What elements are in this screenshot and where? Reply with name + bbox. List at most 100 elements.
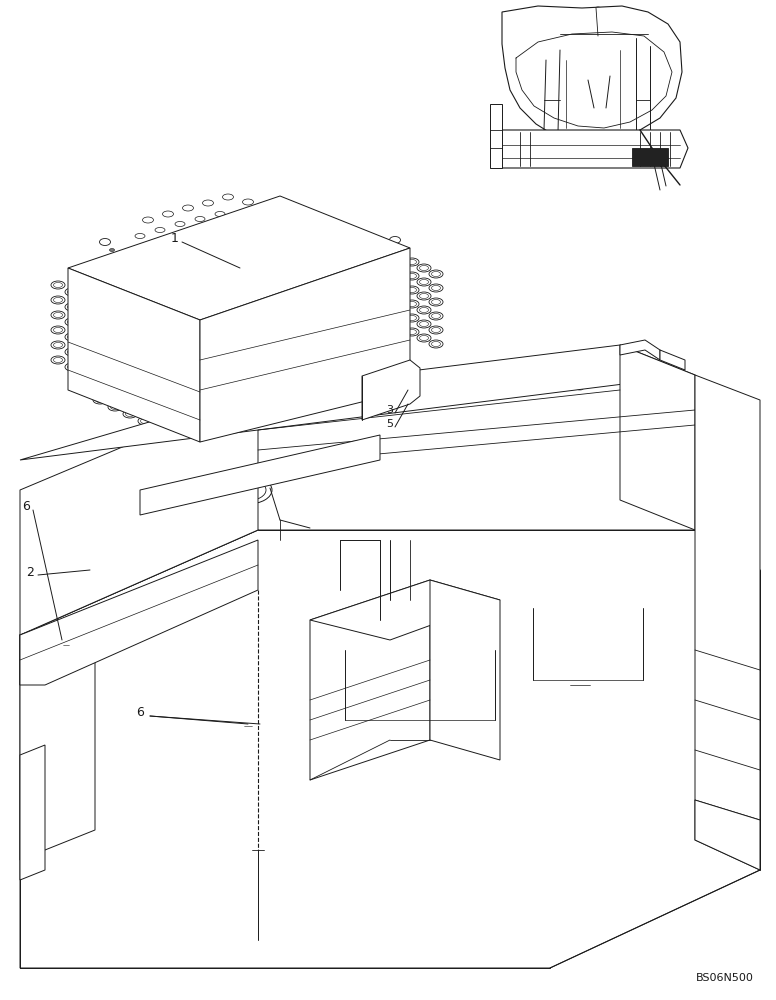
Ellipse shape (405, 328, 419, 336)
Polygon shape (362, 360, 420, 420)
Polygon shape (620, 340, 660, 360)
Ellipse shape (313, 370, 327, 378)
Ellipse shape (656, 692, 664, 698)
Ellipse shape (243, 722, 253, 730)
Ellipse shape (138, 417, 152, 425)
Ellipse shape (388, 352, 402, 360)
Ellipse shape (162, 211, 174, 217)
Ellipse shape (109, 248, 115, 251)
Ellipse shape (183, 438, 197, 446)
Ellipse shape (64, 639, 72, 645)
Ellipse shape (405, 272, 419, 280)
Ellipse shape (51, 296, 65, 304)
Ellipse shape (79, 326, 93, 334)
Ellipse shape (715, 817, 725, 823)
Ellipse shape (248, 294, 252, 296)
Text: 5: 5 (386, 419, 393, 429)
Polygon shape (20, 745, 45, 880)
Ellipse shape (65, 348, 79, 356)
Ellipse shape (351, 798, 359, 802)
Ellipse shape (417, 334, 431, 342)
Ellipse shape (43, 645, 53, 651)
Ellipse shape (282, 209, 293, 215)
Ellipse shape (65, 333, 79, 341)
Polygon shape (20, 345, 695, 460)
Ellipse shape (227, 302, 233, 304)
Ellipse shape (456, 756, 463, 760)
Ellipse shape (109, 298, 120, 306)
Polygon shape (310, 580, 430, 780)
Ellipse shape (238, 389, 252, 397)
Ellipse shape (135, 233, 145, 238)
Ellipse shape (577, 386, 584, 390)
Ellipse shape (405, 286, 419, 294)
Ellipse shape (51, 356, 65, 364)
Polygon shape (430, 580, 500, 760)
Ellipse shape (207, 308, 213, 312)
Ellipse shape (390, 236, 400, 243)
Ellipse shape (188, 308, 192, 312)
Text: BS06N500: BS06N500 (696, 973, 754, 983)
Ellipse shape (223, 194, 234, 200)
Polygon shape (695, 800, 760, 870)
Ellipse shape (323, 219, 334, 225)
Ellipse shape (54, 657, 63, 663)
Ellipse shape (570, 653, 590, 667)
Ellipse shape (429, 284, 443, 292)
Ellipse shape (51, 281, 65, 289)
Ellipse shape (417, 401, 424, 405)
Ellipse shape (295, 232, 305, 236)
Ellipse shape (417, 264, 431, 272)
Ellipse shape (93, 396, 107, 404)
Ellipse shape (108, 403, 122, 411)
Ellipse shape (262, 204, 273, 210)
Polygon shape (68, 196, 410, 320)
Ellipse shape (338, 364, 352, 372)
Ellipse shape (303, 214, 314, 220)
Polygon shape (632, 148, 668, 166)
Text: 2: 2 (26, 566, 34, 580)
Ellipse shape (215, 212, 225, 217)
Ellipse shape (65, 303, 79, 311)
Ellipse shape (363, 358, 377, 366)
Ellipse shape (281, 468, 289, 473)
Ellipse shape (147, 278, 153, 282)
Ellipse shape (429, 270, 443, 278)
Ellipse shape (143, 217, 154, 223)
Ellipse shape (497, 394, 504, 398)
Ellipse shape (25, 865, 39, 875)
Ellipse shape (315, 236, 325, 241)
Ellipse shape (250, 934, 266, 946)
Polygon shape (310, 580, 500, 640)
Ellipse shape (65, 318, 79, 326)
Ellipse shape (51, 341, 65, 349)
Ellipse shape (79, 296, 93, 304)
Ellipse shape (242, 199, 254, 205)
Ellipse shape (153, 424, 167, 432)
Polygon shape (20, 540, 258, 685)
Text: 3: 3 (386, 405, 393, 415)
Ellipse shape (203, 200, 213, 206)
Ellipse shape (51, 326, 65, 334)
Ellipse shape (565, 650, 595, 670)
Ellipse shape (196, 476, 203, 480)
Ellipse shape (123, 410, 137, 418)
Ellipse shape (127, 264, 133, 267)
Ellipse shape (263, 382, 277, 390)
Ellipse shape (224, 476, 272, 504)
Polygon shape (20, 608, 95, 860)
Ellipse shape (65, 288, 79, 296)
Ellipse shape (235, 216, 245, 221)
Ellipse shape (405, 314, 419, 322)
Ellipse shape (405, 258, 419, 266)
Ellipse shape (168, 294, 172, 296)
Ellipse shape (255, 722, 265, 730)
Polygon shape (494, 130, 688, 168)
Ellipse shape (429, 326, 443, 334)
Ellipse shape (379, 274, 390, 282)
Text: 6: 6 (22, 499, 30, 512)
Polygon shape (20, 530, 258, 685)
Ellipse shape (429, 312, 443, 320)
Ellipse shape (594, 7, 602, 13)
Text: 6: 6 (136, 706, 144, 720)
